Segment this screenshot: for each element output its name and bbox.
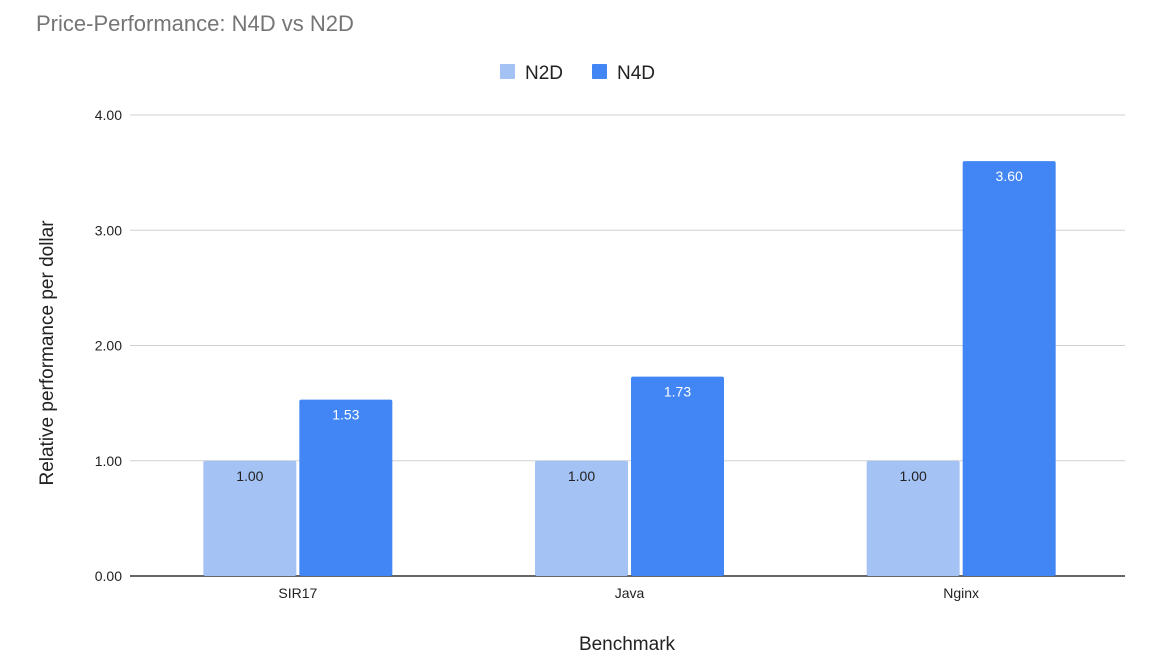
data-label: 1.00: [900, 468, 927, 484]
legend-swatch-n4d: [592, 64, 607, 79]
bar-n4d-java: [631, 376, 724, 576]
y-tick-label: 0.00: [95, 568, 122, 584]
legend-label: N2D: [525, 63, 563, 84]
bars: 1.00 1.53 1.00 1.73 1.00 3.60: [203, 161, 1056, 576]
chart-title: Price-Performance: N4D vs N2D: [36, 11, 354, 36]
data-label: 1.00: [568, 468, 595, 484]
y-tick-label: 1.00: [95, 453, 122, 469]
y-tick-label: 3.00: [95, 222, 122, 238]
data-label: 3.60: [996, 168, 1023, 184]
y-tick-label: 2.00: [95, 338, 122, 354]
bar-n4d-nginx: [962, 161, 1056, 576]
data-label: 1.53: [332, 407, 359, 423]
x-axis-ticks: SIR17 Java Nginx: [278, 585, 979, 601]
bar-n2d-java: [535, 460, 628, 576]
legend-label: N4D: [617, 63, 655, 84]
x-axis-label: Benchmark: [579, 634, 676, 655]
x-tick-label: Nginx: [943, 585, 979, 601]
y-axis-label: Relative performance per dollar: [37, 220, 58, 486]
data-label: 1.00: [236, 468, 263, 484]
y-tick-label: 4.00: [95, 107, 122, 123]
bar-n4d-sir17: [299, 399, 393, 576]
gridlines: 0.00 1.00 2.00 3.00 4.00: [95, 107, 1125, 584]
data-label: 1.73: [664, 384, 691, 400]
legend: N2D N4D: [500, 63, 655, 84]
x-tick-label: Java: [615, 585, 645, 601]
bar-n2d-sir17: [203, 460, 297, 576]
x-tick-label: SIR17: [278, 585, 317, 601]
bar-n2d-nginx: [866, 460, 960, 576]
legend-swatch-n2d: [500, 64, 515, 79]
